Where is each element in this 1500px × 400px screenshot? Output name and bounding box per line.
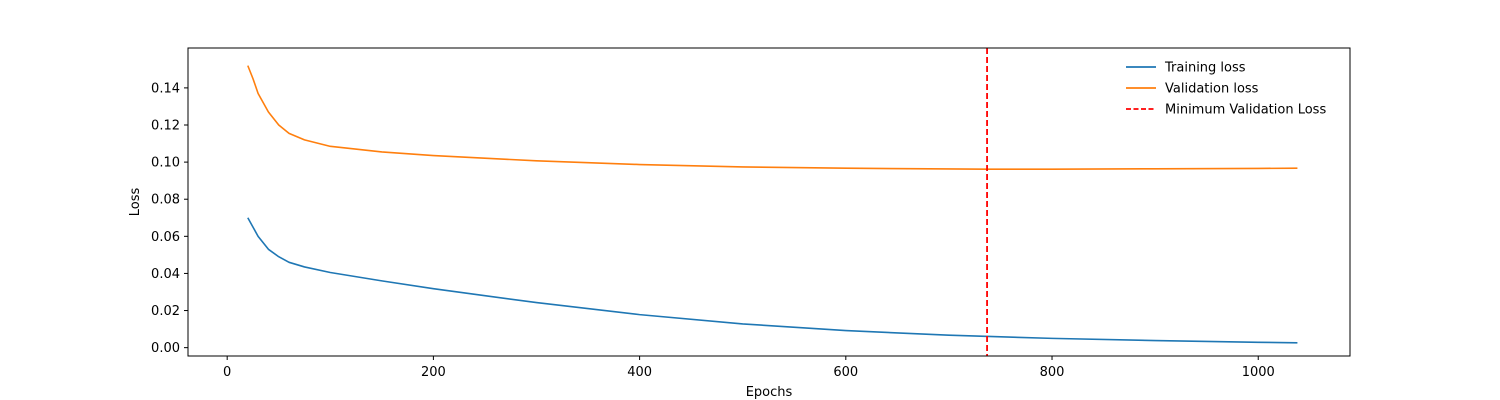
axes-frame — [187, 47, 1351, 357]
plot-area — [247, 48, 1298, 356]
x-tick-label: 400 — [627, 365, 652, 380]
x-tick-label: 1000 — [1242, 365, 1275, 380]
y-tick-label: 0.04 — [151, 267, 180, 282]
x-tick-label: 200 — [421, 365, 446, 380]
x-tick-label: 800 — [1040, 365, 1065, 380]
y-axis: 0.00 0.02 0.04 0.06 0.08 0.10 0.12 0.14 — [151, 81, 188, 356]
x-axis-label: Epochs — [746, 385, 793, 400]
y-tick-label: 0.14 — [151, 81, 180, 96]
legend: Training loss Validation loss Minimum Vali… — [1126, 61, 1326, 118]
x-axis: 0 200 400 600 800 1000 — [223, 356, 1275, 380]
series-line-training-loss — [247, 217, 1298, 344]
y-axis-label: Loss — [128, 188, 143, 217]
y-tick-label: 0.02 — [151, 304, 180, 319]
legend-label: Training loss — [1164, 61, 1246, 76]
y-tick-label: 0.10 — [151, 156, 180, 171]
y-tick-label: 0.06 — [151, 230, 180, 245]
y-tick-label: 0.12 — [151, 119, 180, 134]
x-tick-label: 600 — [833, 365, 858, 380]
legend-label: Minimum Validation Loss — [1165, 103, 1326, 118]
x-tick-label: 0 — [223, 365, 231, 380]
legend-label: Validation loss — [1165, 82, 1259, 97]
y-tick-label: 0.00 — [151, 341, 180, 356]
series-line-validation-loss — [247, 65, 1298, 170]
y-tick-label: 0.08 — [151, 193, 180, 208]
